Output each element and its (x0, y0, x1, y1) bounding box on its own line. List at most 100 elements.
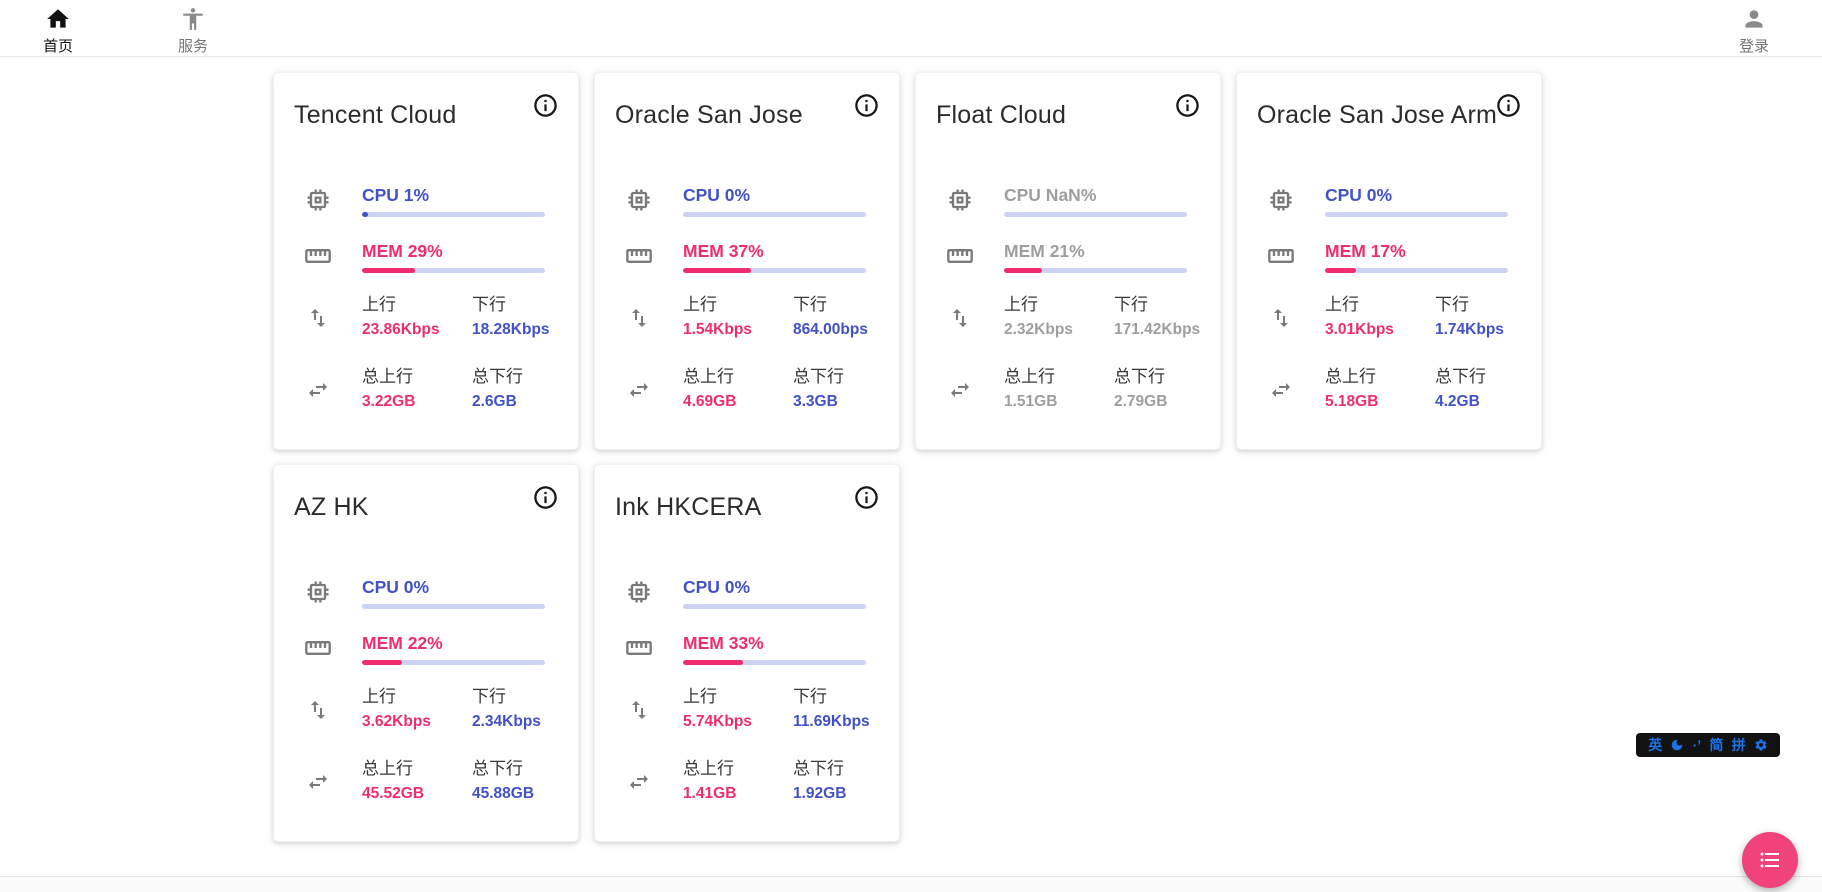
gear-icon[interactable] (1754, 738, 1768, 752)
net-total-row: 总上行 5.18GB 总下行 4.2GB (1267, 366, 1508, 411)
mem-usage-label: MEM 17% (1325, 241, 1406, 261)
chip-icon (625, 578, 653, 606)
download-label: 下行 (1435, 295, 1469, 314)
ime-pinyin-toggle[interactable]: 拼 (1731, 737, 1746, 753)
mem-progress-bar (1004, 268, 1187, 273)
card-title: Oracle San Jose (615, 101, 803, 129)
info-icon[interactable] (530, 484, 560, 514)
swap-horizontal-icon (627, 770, 651, 798)
ruler-icon (625, 634, 653, 662)
mem-stat-row: MEM 22% (304, 632, 545, 665)
net-total-row: 总上行 4.69GB 总下行 3.3GB (625, 366, 866, 411)
upload-label: 上行 (683, 295, 717, 314)
download-speed: 18.28Kbps (472, 321, 550, 338)
total-upload-value: 45.52GB (362, 785, 425, 802)
mem-stat-row: MEM 17% (1267, 240, 1508, 273)
ruler-icon (946, 242, 974, 270)
server-list-fab[interactable] (1742, 832, 1798, 888)
server-cards-grid: Tencent Cloud CPU 1% MEM 29% 上行 23.86Kbps… (273, 72, 1563, 842)
ime-toolbar: 英 ·’ 简 拼 (1636, 733, 1780, 757)
up-down-arrows-icon (306, 698, 330, 726)
ime-english-toggle[interactable]: 英 (1648, 737, 1663, 753)
mem-usage-label: MEM 29% (362, 241, 443, 261)
total-download-value: 1.92GB (793, 785, 847, 802)
upload-label: 上行 (683, 687, 717, 706)
ruler-icon (625, 242, 653, 270)
mem-stat-row: MEM 33% (625, 632, 866, 665)
cpu-usage-label: CPU 0% (1325, 185, 1393, 205)
net-total-row: 总上行 1.41GB 总下行 1.92GB (625, 758, 866, 803)
server-card-oracle-san-jose: Oracle San Jose CPU 0% MEM 37% 上行 1.54Kbp… (594, 72, 900, 450)
mem-stat-row: MEM 29% (304, 240, 545, 273)
mem-usage-label: MEM 33% (683, 633, 764, 653)
upload-speed: 1.54Kbps (683, 321, 752, 338)
total-download-value: 45.88GB (472, 785, 535, 802)
upload-label: 上行 (1004, 295, 1038, 314)
cpu-progress-bar (1325, 212, 1508, 217)
ime-punctuation-toggle[interactable]: ·’ (1692, 737, 1702, 753)
swap-horizontal-icon (948, 378, 972, 406)
cpu-usage-label: CPU 0% (683, 185, 751, 205)
info-icon[interactable] (851, 92, 881, 122)
nav-item-services[interactable]: 服务 (158, 6, 228, 56)
download-label: 下行 (472, 687, 506, 706)
cpu-stat-row: CPU 1% (304, 184, 545, 217)
download-speed: 11.69Kbps (793, 713, 870, 730)
server-card-az-hk: AZ HK CPU 0% MEM 22% 上行 3.62Kbps 下行 2.34Kb… (273, 464, 579, 842)
download-label: 下行 (793, 295, 827, 314)
mem-progress-bar (683, 660, 866, 665)
info-icon[interactable] (1493, 92, 1523, 122)
moon-icon[interactable] (1670, 738, 1684, 752)
top-navbar: 首页 服务 登录 (0, 0, 1822, 57)
swap-horizontal-icon (1269, 378, 1293, 406)
ime-simplified-toggle[interactable]: 简 (1709, 737, 1724, 753)
cpu-stat-row: CPU 0% (625, 576, 866, 609)
server-card-ink-hkcera: Ink HKCERA CPU 0% MEM 33% 上行 5.74Kbps 下行 1… (594, 464, 900, 842)
swap-horizontal-icon (627, 378, 651, 406)
nav-item-login[interactable]: 登录 (1719, 6, 1789, 56)
net-total-row: 总上行 1.51GB 总下行 2.79GB (946, 366, 1187, 411)
swap-horizontal-icon (306, 378, 330, 406)
card-title: AZ HK (294, 493, 369, 521)
chip-icon (946, 186, 974, 214)
info-icon[interactable] (530, 92, 560, 122)
total-download-label: 总下行 (793, 759, 844, 778)
chip-icon (1267, 186, 1295, 214)
download-label: 下行 (472, 295, 506, 314)
info-icon[interactable] (851, 484, 881, 514)
total-upload-value: 1.41GB (683, 785, 737, 802)
server-card-tencent-cloud: Tencent Cloud CPU 1% MEM 29% 上行 23.86Kbps… (273, 72, 579, 450)
total-download-value: 3.3GB (793, 393, 838, 410)
upload-speed: 3.01Kbps (1325, 321, 1394, 338)
up-down-arrows-icon (1269, 306, 1293, 334)
mem-progress-bar (362, 268, 545, 273)
accessibility-icon (180, 6, 206, 32)
mem-stat-row: MEM 37% (625, 240, 866, 273)
total-upload-label: 总上行 (1325, 367, 1376, 386)
cpu-usage-label: CPU 0% (362, 577, 430, 597)
nav-home-label: 首页 (42, 38, 73, 55)
net-speed-row: 上行 1.54Kbps 下行 864.00bps (625, 294, 868, 339)
download-label: 下行 (793, 687, 827, 706)
card-title: Tencent Cloud (294, 101, 457, 129)
up-down-arrows-icon (948, 306, 972, 334)
nav-item-home[interactable]: 首页 (23, 6, 93, 56)
swap-horizontal-icon (306, 770, 330, 798)
mem-progress-bar (1325, 268, 1508, 273)
nav-login-label: 登录 (1738, 38, 1769, 55)
nav-services-label: 服务 (177, 38, 208, 55)
info-icon[interactable] (1172, 92, 1202, 122)
net-total-row: 总上行 45.52GB 总下行 45.88GB (304, 758, 545, 803)
net-total-row: 总上行 3.22GB 总下行 2.6GB (304, 366, 545, 411)
cpu-progress-bar (683, 212, 866, 217)
total-upload-label: 总上行 (683, 367, 734, 386)
download-label: 下行 (1114, 295, 1148, 314)
total-upload-label: 总上行 (1004, 367, 1055, 386)
mem-usage-label: MEM 21% (1004, 241, 1085, 261)
list-icon (1758, 848, 1782, 872)
chip-icon (625, 186, 653, 214)
server-card-float-cloud: Float Cloud CPU NaN% MEM 21% 上行 2.32Kbps … (915, 72, 1221, 450)
download-speed: 2.34Kbps (472, 713, 541, 730)
ruler-icon (304, 634, 332, 662)
mem-usage-label: MEM 22% (362, 633, 443, 653)
